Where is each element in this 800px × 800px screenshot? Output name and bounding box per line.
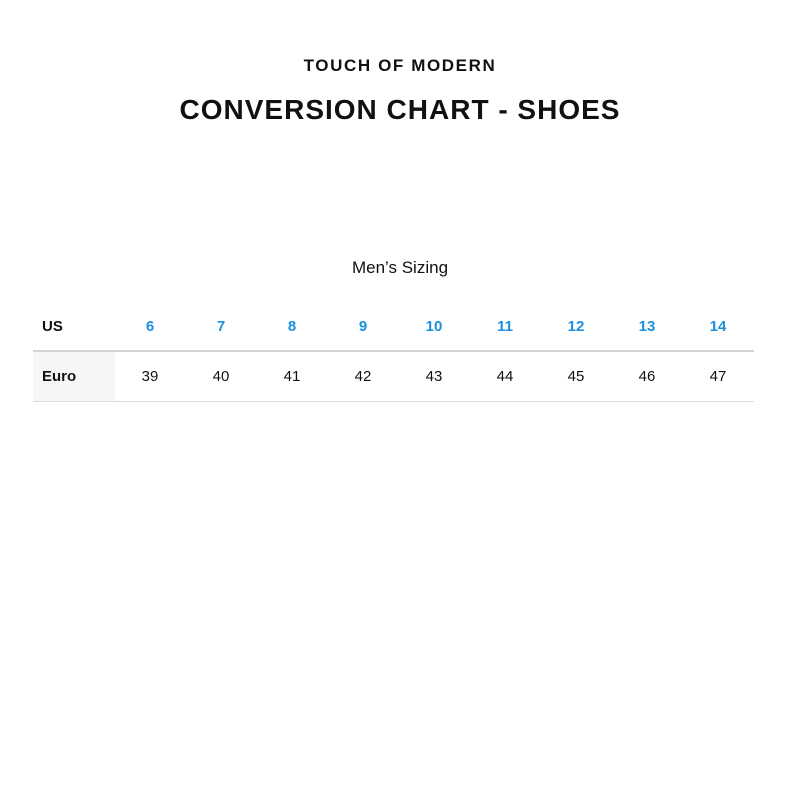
table-cell: 45: [567, 368, 585, 385]
table-cell: 7: [216, 318, 226, 335]
table-cell: 46: [638, 368, 656, 385]
table-cell: 39: [141, 368, 159, 385]
table-cell: 43: [425, 368, 443, 385]
table-subtitle: Men’s Sizing: [351, 258, 449, 277]
table-cell: 12: [567, 318, 585, 335]
row-label: Euro: [33, 352, 115, 401]
page-title: CONVERSION CHART - SHOES: [179, 94, 621, 125]
brand-logo: TOUCH OF MODERN: [303, 56, 497, 75]
row-label: US: [42, 318, 63, 335]
table-cell: 13: [638, 318, 656, 335]
table-cell: 44: [496, 368, 514, 385]
table-cell: 42: [354, 368, 372, 385]
table-cell: 11: [497, 318, 513, 335]
table-cell: 14: [709, 318, 727, 335]
table-cell: 10: [425, 318, 443, 335]
table-cell: 40: [212, 368, 230, 385]
table-row-euro: Euro 39 40 41 42 43 44 45 46 47: [33, 352, 754, 402]
table-row-us: US 6 7 8 9 10 11 12 13 14: [33, 303, 754, 352]
table-cell: 41: [283, 368, 301, 385]
table-cell: 6: [145, 318, 155, 335]
table-cell: 47: [709, 368, 727, 385]
table-cell: 9: [358, 318, 368, 335]
table-cell: 8: [287, 318, 297, 335]
